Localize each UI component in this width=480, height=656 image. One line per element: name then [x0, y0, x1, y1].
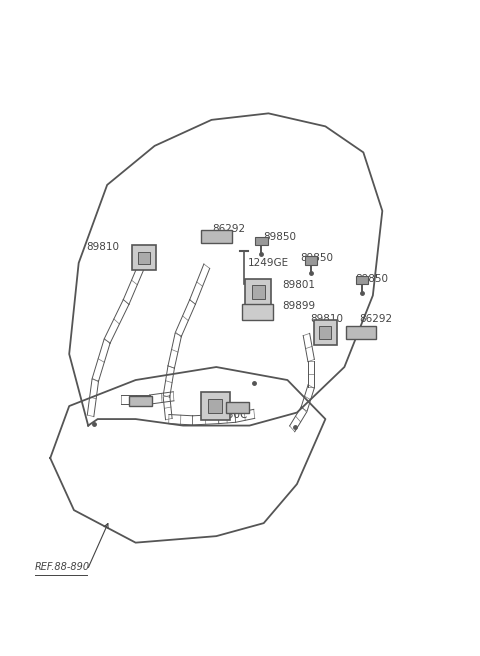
FancyBboxPatch shape: [201, 230, 232, 243]
FancyBboxPatch shape: [242, 304, 273, 320]
Text: 86292: 86292: [360, 314, 393, 324]
FancyBboxPatch shape: [305, 256, 317, 264]
Text: 89830C: 89830C: [208, 410, 248, 420]
FancyBboxPatch shape: [208, 400, 222, 413]
FancyBboxPatch shape: [132, 245, 156, 270]
FancyBboxPatch shape: [346, 326, 376, 339]
FancyBboxPatch shape: [138, 251, 150, 264]
FancyBboxPatch shape: [245, 279, 271, 306]
Text: 89810: 89810: [310, 314, 343, 324]
FancyBboxPatch shape: [129, 396, 152, 406]
FancyBboxPatch shape: [255, 237, 267, 245]
FancyBboxPatch shape: [252, 285, 264, 299]
FancyBboxPatch shape: [356, 276, 368, 284]
FancyBboxPatch shape: [201, 392, 229, 420]
Text: 1249GE: 1249GE: [248, 258, 288, 268]
Text: REF.88-890: REF.88-890: [35, 562, 90, 572]
FancyBboxPatch shape: [226, 402, 250, 413]
Text: 89850: 89850: [263, 232, 296, 242]
Text: 89850: 89850: [355, 274, 388, 284]
Text: 89899: 89899: [283, 301, 316, 311]
FancyBboxPatch shape: [320, 327, 331, 338]
Text: 89810: 89810: [86, 241, 119, 252]
FancyBboxPatch shape: [313, 320, 337, 345]
Text: 86292: 86292: [213, 224, 246, 234]
Text: 89850: 89850: [301, 253, 334, 263]
Text: 89801: 89801: [283, 280, 316, 290]
